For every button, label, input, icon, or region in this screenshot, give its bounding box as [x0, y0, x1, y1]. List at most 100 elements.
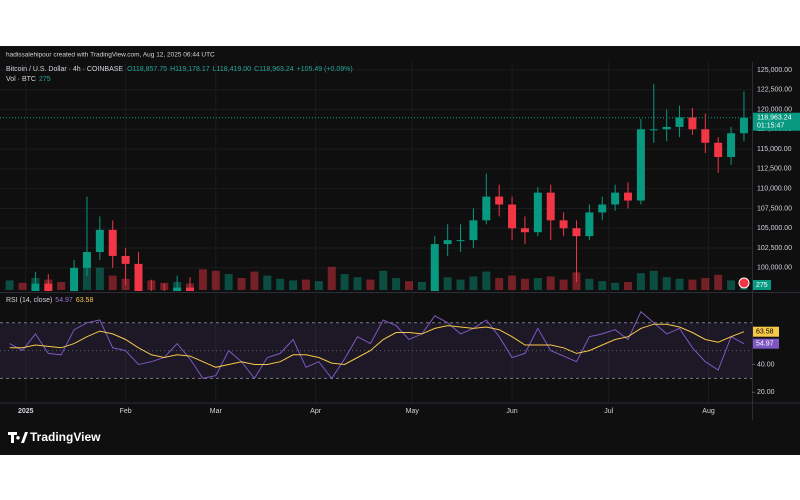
volume-bar: [353, 277, 362, 290]
candle-body: [598, 204, 607, 213]
volume-bar: [636, 273, 645, 290]
volume-bar: [624, 282, 633, 290]
volume-bar: [611, 282, 620, 290]
candle-body: [533, 192, 542, 233]
volume-bar: [263, 275, 272, 290]
candle-body: [636, 129, 645, 201]
x-tick-label: Apr: [310, 408, 322, 415]
volume-bar: [314, 281, 323, 290]
volume-bar: [495, 278, 504, 290]
y-tick-label: 107,500.00: [757, 205, 792, 212]
volume-bar: [546, 276, 555, 290]
candle-body: [134, 263, 143, 291]
brand-logo: TradingView: [8, 430, 101, 444]
event-icon[interactable]: [738, 277, 750, 289]
change-value: +105.49 (+0.09%): [297, 66, 353, 73]
volume-bar: [482, 271, 491, 290]
volume-bar: [224, 274, 233, 290]
brand-name: TradingView: [30, 430, 101, 444]
volume-bar: [727, 280, 736, 290]
rsi-ma-line: [9, 323, 745, 368]
volume-bar: [508, 275, 517, 290]
volume-bar: [301, 279, 310, 290]
volume-bar: [714, 274, 723, 290]
candle-body: [546, 192, 555, 221]
volume-bar: [739, 287, 748, 290]
candle-body: [495, 196, 504, 205]
candle-body: [469, 220, 478, 241]
candle-body: [121, 255, 130, 264]
volume-bar: [57, 282, 66, 290]
ohlc-value: O118,857.75: [127, 66, 167, 73]
volume-bar: [585, 278, 594, 290]
volume-bar: [276, 278, 285, 290]
volume-bar: [289, 280, 298, 290]
volume-bar: [405, 281, 414, 290]
candle-body: [611, 192, 620, 205]
volume-bar: [5, 280, 14, 290]
candle-body: [82, 252, 91, 268]
y-tick-label: 102,500.00: [757, 245, 792, 252]
volume-bar: [456, 279, 465, 290]
last-price-badge: [753, 112, 800, 131]
symbol-legend: Bitcoin / U.S. Dollar · 4h · COINBASE O11…: [6, 66, 353, 73]
volume-bar: [198, 269, 207, 290]
x-tick-label: Feb: [120, 408, 132, 415]
x-tick-label: Mar: [210, 408, 223, 415]
y-tick-label: 105,000.00: [757, 225, 792, 232]
candle-body: [714, 142, 723, 157]
y-tick-label: 112,500.00: [757, 166, 792, 173]
candle-body: [482, 196, 491, 221]
volume-bar: [533, 278, 542, 290]
candle-body: [508, 204, 517, 229]
volume-bar: [417, 282, 426, 290]
volume-label: Vol · BTC: [6, 76, 36, 83]
volume-bar: [95, 267, 104, 290]
rsi-ma-label: 63.58: [756, 329, 774, 336]
ohlc-value: L118,419.00: [213, 66, 252, 73]
candle-body: [430, 244, 439, 291]
candle-body: [649, 129, 658, 131]
candle-body: [108, 229, 117, 256]
volume-bar: [598, 281, 607, 290]
symbol-title: Bitcoin / U.S. Dollar · 4h · COINBASE: [6, 66, 123, 73]
candle-body: [95, 229, 104, 252]
x-tick-label: Jul: [604, 408, 613, 415]
volume-bar: [340, 274, 349, 290]
candle-body: [70, 267, 79, 291]
candle-body: [701, 129, 710, 143]
volume-badge-label: 275: [756, 282, 768, 289]
candle-body: [572, 228, 581, 237]
candle-body: [688, 117, 697, 130]
rsi-tick-label: 40.00: [757, 361, 775, 368]
volume-legend: Vol · BTC 275: [6, 76, 51, 83]
x-tick-label: May: [406, 408, 420, 415]
candle-body: [456, 240, 465, 242]
volume-bar: [675, 278, 684, 290]
volume-bar: [649, 270, 658, 290]
volume-bar: [520, 278, 529, 290]
candle-body: [624, 192, 633, 201]
volume-bar: [237, 278, 246, 290]
x-tick-label: Aug: [702, 408, 715, 415]
y-tick-label: 120,000.00: [757, 106, 792, 113]
volume-bar: [701, 278, 710, 290]
candle-body: [443, 240, 452, 245]
x-tick-label: 2025: [18, 408, 34, 415]
rsi-label: 54.97: [756, 341, 774, 348]
rsi-line: [9, 310, 745, 380]
candle-body: [186, 287, 195, 291]
last-price-label: 118,963.24: [757, 115, 792, 122]
volume-bar: [108, 275, 117, 290]
candle-body: [44, 283, 53, 291]
volume-value: 275: [39, 76, 51, 83]
ohlc-value: C118,963.24: [254, 66, 294, 73]
volume-bar: [379, 270, 388, 290]
y-tick-label: 125,000.00: [757, 67, 792, 74]
volume-bar: [211, 270, 220, 290]
candle-body: [739, 117, 748, 134]
volume-bar: [392, 278, 401, 290]
candle-body: [662, 126, 671, 130]
candle-body: [173, 287, 182, 291]
rsi-legend: RSI (14, close) 54.97 63.58: [6, 297, 93, 304]
